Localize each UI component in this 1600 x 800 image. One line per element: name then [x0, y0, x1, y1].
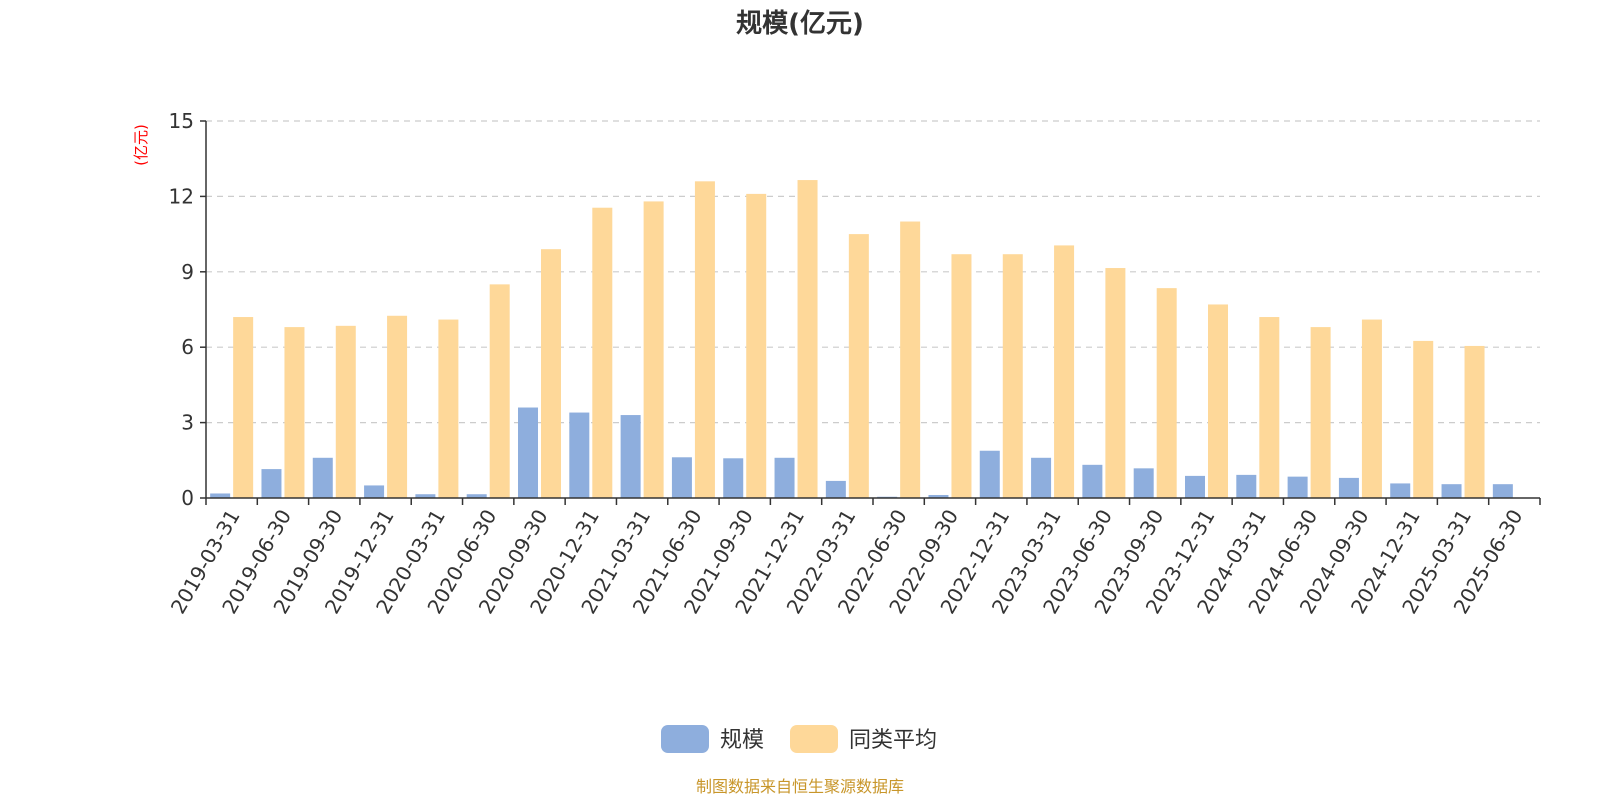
- bar-peer-average: [1310, 327, 1331, 498]
- x-axis-ticks: 2019-03-312019-06-302019-09-302019-12-31…: [166, 498, 1541, 618]
- bar-scale: [774, 457, 795, 498]
- bar-peer-average: [438, 319, 459, 498]
- bar-peer-average: [951, 254, 972, 498]
- bar-peer-average: [1413, 340, 1434, 498]
- bar-peer-average: [1156, 288, 1177, 498]
- bar-scale: [466, 494, 487, 498]
- bar-scale: [1082, 464, 1103, 498]
- legend-swatch: [790, 725, 838, 753]
- bar-peer-average: [694, 181, 715, 498]
- y-tick-label: 6: [181, 335, 194, 359]
- legend: 规模 同类平均: [661, 725, 937, 753]
- bar-peer-average: [848, 234, 869, 498]
- bar-scale: [261, 469, 282, 498]
- bar-peer-average: [489, 284, 510, 498]
- bar-scale: [312, 457, 333, 498]
- bar-scale: [1133, 468, 1154, 498]
- bar-scale: [1390, 483, 1411, 498]
- bar-scale: [1287, 476, 1308, 498]
- bar-scale: [723, 458, 744, 498]
- bar-peer-average: [387, 315, 408, 498]
- legend-label: 规模: [720, 728, 764, 753]
- data-source-note: 制图数据来自恒生聚源数据库: [696, 777, 904, 796]
- y-axis-ticks: 0 3 6 9 12 15: [169, 109, 206, 510]
- bar-peer-average: [1464, 345, 1485, 498]
- bar-scale: [928, 494, 949, 498]
- bar-series: [210, 180, 1513, 499]
- bar-scale: [1441, 484, 1462, 498]
- y-axis-unit-label: (亿元): [132, 124, 150, 166]
- bar-scale: [979, 450, 1000, 498]
- bar-scale: [1185, 475, 1205, 498]
- bar-scale: [518, 407, 538, 498]
- bar-peer-average: [643, 201, 664, 498]
- bar-scale: [210, 493, 231, 498]
- legend-swatch: [661, 725, 709, 753]
- bar-peer-average: [284, 327, 305, 498]
- bar-scale: [825, 480, 846, 498]
- y-tick-label: 0: [181, 486, 194, 510]
- bar-scale: [1031, 457, 1052, 498]
- bar-peer-average: [592, 207, 613, 498]
- bar-peer-average: [1208, 304, 1228, 498]
- bar-peer-average: [1002, 254, 1023, 498]
- bar-peer-average: [797, 180, 818, 498]
- legend-label: 同类平均: [849, 728, 937, 753]
- y-tick-label: 9: [181, 260, 194, 284]
- y-tick-label: 12: [169, 184, 194, 208]
- bar-scale: [569, 412, 590, 498]
- bar-peer-average: [1105, 268, 1126, 498]
- y-tick-label: 3: [181, 411, 194, 435]
- bar-peer-average: [335, 325, 356, 498]
- chart-title: 规模(亿元): [736, 9, 864, 39]
- bar-scale: [415, 494, 436, 498]
- bar-peer-average: [541, 249, 561, 498]
- bar-scale: [1492, 484, 1513, 498]
- bar-peer-average: [233, 317, 254, 498]
- bar-peer-average: [746, 193, 767, 499]
- bar-scale: [620, 415, 641, 498]
- bar-peer-average: [900, 221, 921, 499]
- legend-item-scale[interactable]: 规模: [661, 725, 764, 753]
- bar-scale: [671, 457, 692, 498]
- y-tick-label: 15: [169, 109, 194, 133]
- bar-peer-average: [1054, 245, 1075, 498]
- bar-scale: [1338, 477, 1359, 498]
- legend-item-peer-average[interactable]: 同类平均: [790, 725, 937, 753]
- bar-scale: [364, 485, 385, 498]
- bar-peer-average: [1361, 319, 1382, 498]
- bar-scale: [1236, 474, 1257, 498]
- bar-peer-average: [1259, 317, 1280, 498]
